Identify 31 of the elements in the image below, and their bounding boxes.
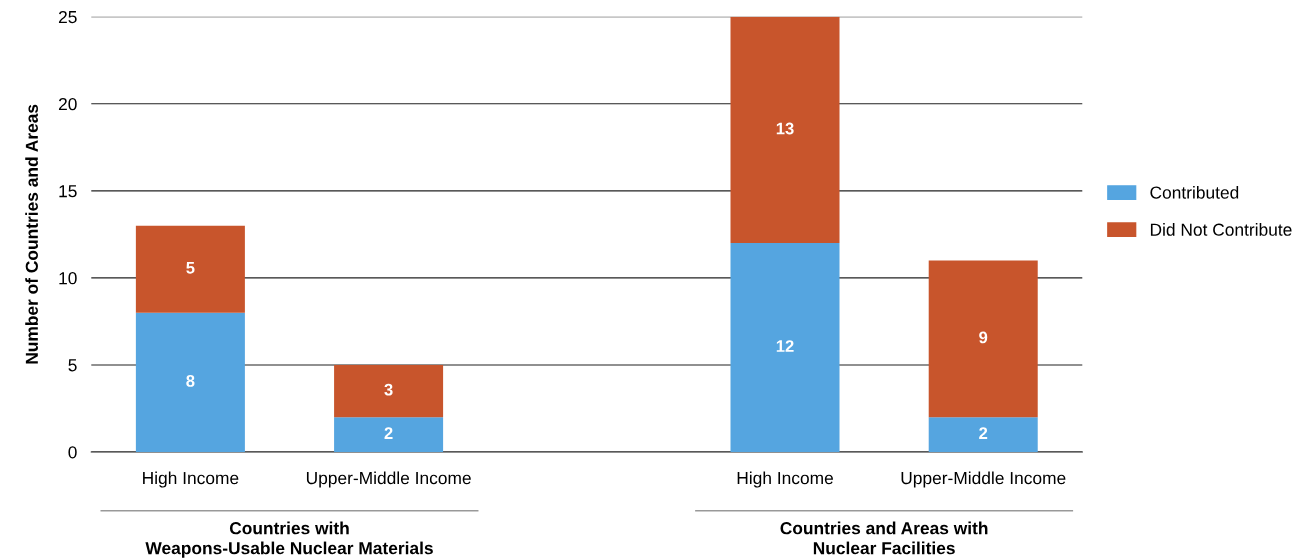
x-tick-label: High Income bbox=[737, 471, 833, 488]
y-tick-label: 0 bbox=[68, 446, 77, 459]
bar bbox=[928, 260, 1038, 418]
bar bbox=[334, 417, 444, 452]
bar bbox=[730, 16, 840, 244]
bar bbox=[135, 312, 245, 452]
y-tick-label: 20 bbox=[58, 97, 77, 111]
y-axis-title: Number of Countries and Areas bbox=[25, 104, 38, 364]
text: Countries with Weapons-Usable Nuclear Materials bbox=[145, 521, 433, 558]
legend-label: Did Not Contribute bbox=[1150, 223, 1292, 236]
bar bbox=[730, 243, 840, 452]
data-label: 2 bbox=[384, 427, 393, 439]
bar bbox=[334, 364, 444, 418]
text: Countries and Areas with Nuclear Facilities bbox=[780, 521, 988, 555]
data-label: 5 bbox=[186, 262, 195, 274]
bar bbox=[928, 417, 1038, 452]
y-tick-label: 10 bbox=[59, 272, 77, 285]
data-label: 13 bbox=[776, 122, 794, 135]
bar bbox=[135, 225, 245, 313]
x-tick-label: Upper-Middle Income bbox=[901, 471, 1066, 488]
y-tick-label: 5 bbox=[68, 359, 77, 372]
data-label: 9 bbox=[979, 331, 988, 344]
y-tick-label: 15 bbox=[59, 185, 77, 198]
data-label: 12 bbox=[776, 340, 794, 352]
data-label: 2 bbox=[979, 427, 988, 439]
x-tick-label: High Income bbox=[143, 471, 239, 488]
data-label: 8 bbox=[186, 375, 195, 387]
legend-label: Contributed bbox=[1150, 186, 1239, 199]
y-tick-label: 25 bbox=[58, 10, 77, 24]
x-tick-label: Upper-Middle Income bbox=[306, 471, 471, 488]
data-label: 3 bbox=[384, 383, 393, 396]
